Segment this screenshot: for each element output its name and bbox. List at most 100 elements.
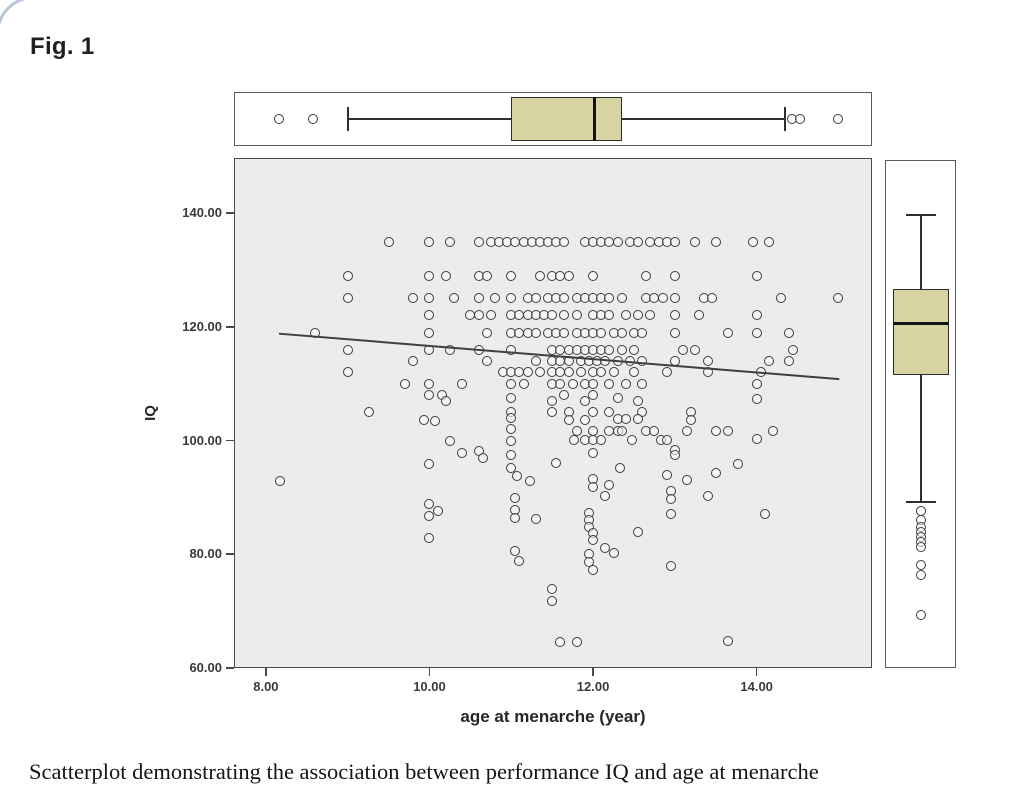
x-boxplot-box <box>511 97 622 141</box>
scatter-point <box>563 414 574 425</box>
scatter-point <box>534 270 545 281</box>
scatter-point <box>559 327 570 338</box>
scatter-point <box>579 414 590 425</box>
scatter-point <box>633 527 644 538</box>
y-tick-label: 80.00 <box>189 546 222 562</box>
scatter-point <box>637 355 648 366</box>
scatter-point <box>706 293 717 304</box>
scatter-point <box>563 367 574 378</box>
scatter-point <box>563 270 574 281</box>
scatter-point <box>489 293 500 304</box>
scatter-point <box>600 490 611 501</box>
scatter-point <box>615 463 626 474</box>
y-boxplot-whisker-low <box>919 374 922 502</box>
scatter-point <box>588 534 599 545</box>
scatter-point <box>506 392 517 403</box>
scatter-point <box>669 236 680 247</box>
y-tick-label: 100.00 <box>182 432 222 448</box>
scatter-point <box>506 463 517 474</box>
y-tick-label: 60.00 <box>189 660 222 675</box>
x-boxplot-outlier-point <box>273 114 284 124</box>
scatter-point <box>506 450 517 461</box>
scatter-point <box>481 327 492 338</box>
scatter-point <box>473 236 484 247</box>
scatter-point <box>506 424 517 435</box>
scatter-point <box>342 270 353 281</box>
scatter-point <box>620 310 631 321</box>
scatter-point <box>547 583 558 594</box>
scatter-point <box>596 367 607 378</box>
scatter-point <box>641 270 652 281</box>
scatter-point <box>710 236 721 247</box>
scatter-point <box>628 344 639 355</box>
scatter-point <box>588 270 599 281</box>
scatter-point <box>661 435 672 445</box>
scatter-point <box>669 450 680 461</box>
scatter-point <box>665 493 676 504</box>
scatter-point <box>620 378 631 389</box>
scatter-point <box>547 407 558 418</box>
scatter-point <box>620 413 631 424</box>
scatter-point <box>633 413 644 424</box>
y-boxplot-box <box>893 288 949 375</box>
scatter-point <box>612 236 623 247</box>
scatter-point <box>473 310 484 321</box>
scatter-point <box>418 414 429 425</box>
scatter-point <box>506 344 517 355</box>
scatter-point <box>628 367 639 378</box>
x-tick-label: 12.00 <box>576 679 610 694</box>
scatter-point <box>485 310 496 321</box>
x-boxplot-outlier-point <box>795 114 806 124</box>
x-tick-mark <box>428 668 431 676</box>
scatter-point <box>510 493 521 503</box>
scatter-point <box>547 310 558 321</box>
scatter-point <box>559 236 570 247</box>
y-tick-mark <box>226 439 234 442</box>
scatter-point <box>383 236 394 247</box>
scatter-point <box>759 508 770 519</box>
scatter-point <box>768 425 779 436</box>
x-tick-label: 8.00 <box>253 679 279 694</box>
y-boxplot-whisker-cap-low <box>905 500 936 503</box>
scatter-point <box>588 390 599 401</box>
scatter-point <box>408 355 419 366</box>
scatter-point <box>723 327 734 338</box>
scatter-point <box>669 270 680 281</box>
scatter-point <box>408 293 419 304</box>
x-tick-mark <box>592 668 594 676</box>
scatter-point <box>424 390 435 401</box>
scatter-point <box>457 448 468 459</box>
scatter-point <box>637 378 648 389</box>
scatter-point <box>547 395 558 406</box>
scatter-point <box>751 310 762 321</box>
figure-caption: Scatterplot demonstrating the associatio… <box>29 759 819 784</box>
scatter-point <box>432 506 443 517</box>
y-tick-mark <box>226 326 234 328</box>
x-boxplot-median <box>593 97 597 141</box>
x-boxplot-outlier-point <box>308 114 319 124</box>
scatter-point <box>473 293 484 304</box>
y-boxplot-outlier-point <box>915 610 926 621</box>
scatter-point <box>616 425 627 436</box>
y-boxplot-outlier-point <box>915 570 926 581</box>
scatter-point <box>784 327 795 338</box>
scatter-point <box>444 344 455 355</box>
scatter-point <box>612 392 623 403</box>
scatter-point <box>604 293 615 304</box>
y-boxplot-outlier-point <box>915 541 926 552</box>
scatter-point <box>551 458 562 469</box>
scatter-point <box>600 543 611 554</box>
y-boxplot-whisker-high <box>919 214 922 289</box>
scatter-point <box>751 327 762 338</box>
scatter-point <box>518 378 529 389</box>
x-boxplot-whisker-cap-low <box>346 107 349 131</box>
scatter-point <box>506 412 517 423</box>
scatter-point <box>608 367 619 378</box>
scatter-point <box>506 378 517 389</box>
scatter-point <box>559 293 570 304</box>
scatter-point <box>657 293 668 304</box>
scatter-point <box>710 467 721 478</box>
scatter-point <box>833 293 844 304</box>
scatter-point <box>690 344 701 355</box>
scatter-point <box>633 236 644 247</box>
